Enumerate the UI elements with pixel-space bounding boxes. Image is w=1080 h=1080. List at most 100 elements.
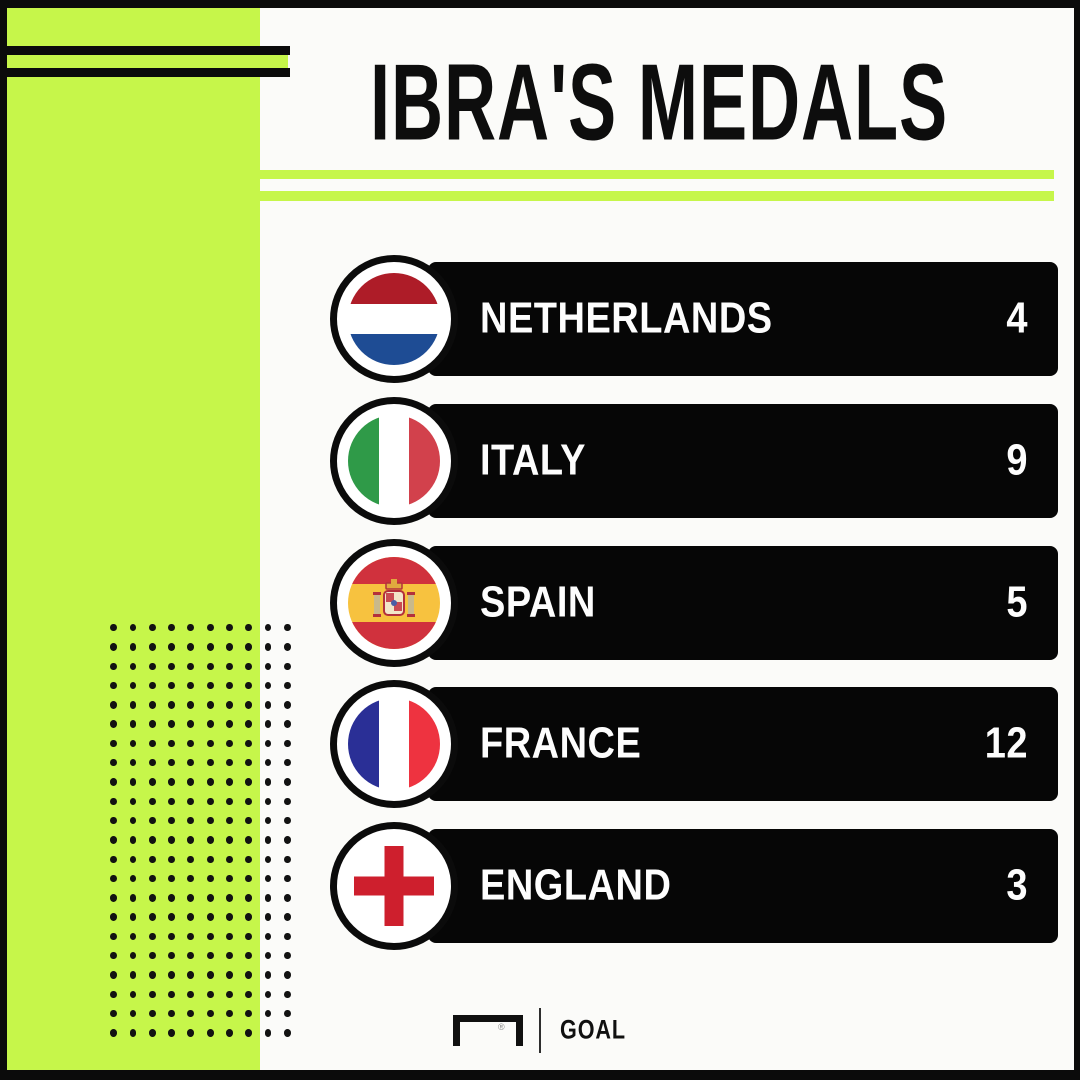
- dot: [200, 811, 219, 830]
- dot: [123, 676, 142, 695]
- dot: [104, 927, 123, 946]
- dot: [258, 830, 277, 849]
- dot: [162, 1004, 181, 1023]
- dot: [278, 888, 297, 907]
- dot: [162, 869, 181, 888]
- dot: [220, 618, 239, 637]
- dot: [181, 985, 200, 1004]
- dot: [278, 869, 297, 888]
- dot: [123, 1023, 142, 1042]
- dot: [181, 1023, 200, 1042]
- dot: [239, 927, 258, 946]
- dot: [162, 734, 181, 753]
- dot: [220, 830, 239, 849]
- dot: [258, 676, 277, 695]
- dot: [220, 772, 239, 791]
- page-title-text: IBRA'S MEDALS: [370, 41, 948, 163]
- dot: [143, 965, 162, 984]
- dot: [104, 811, 123, 830]
- dot: [200, 830, 219, 849]
- dot: [278, 850, 297, 869]
- dot: [239, 753, 258, 772]
- title-underline-1: [256, 170, 1054, 179]
- top-border-bar: [0, 0, 1080, 8]
- dot: [181, 850, 200, 869]
- dot: [143, 985, 162, 1004]
- dot: [220, 907, 239, 926]
- dot: [143, 753, 162, 772]
- dot: [162, 753, 181, 772]
- medal-row: ITALY 9: [330, 397, 1058, 525]
- dot: [162, 888, 181, 907]
- dot: [220, 637, 239, 656]
- dot: [162, 714, 181, 733]
- dot: [200, 714, 219, 733]
- dot: [123, 830, 142, 849]
- dot: [104, 714, 123, 733]
- header-stripe-1: [0, 46, 290, 55]
- dot: [258, 714, 277, 733]
- dot: [143, 927, 162, 946]
- dot: [200, 946, 219, 965]
- dot: [143, 772, 162, 791]
- dot: [123, 695, 142, 714]
- dot: [143, 792, 162, 811]
- dot: [220, 714, 239, 733]
- dot: [181, 1004, 200, 1023]
- dot: [162, 618, 181, 637]
- dot: [258, 1023, 277, 1042]
- dot: [143, 1004, 162, 1023]
- dot: [220, 1004, 239, 1023]
- dot: [162, 965, 181, 984]
- header-stripe-2: [0, 68, 290, 77]
- dot: [162, 637, 181, 656]
- dot: [220, 927, 239, 946]
- dot: [258, 946, 277, 965]
- dot: [220, 965, 239, 984]
- dot: [104, 695, 123, 714]
- dot: [181, 618, 200, 637]
- dot: [104, 907, 123, 926]
- dot: [143, 734, 162, 753]
- dot: [123, 637, 142, 656]
- dot: [181, 888, 200, 907]
- medal-count: 5: [1006, 578, 1028, 627]
- dot: [278, 1023, 297, 1042]
- dot: [200, 676, 219, 695]
- dot: [123, 618, 142, 637]
- dot: [123, 850, 142, 869]
- dot: [162, 676, 181, 695]
- dot: [278, 772, 297, 791]
- dot: [104, 734, 123, 753]
- medal-row: ENGLAND 3: [330, 822, 1058, 950]
- dot: [104, 772, 123, 791]
- dot: [200, 1023, 219, 1042]
- dot: [258, 888, 277, 907]
- dot: [162, 927, 181, 946]
- dot: [278, 753, 297, 772]
- dot: [200, 907, 219, 926]
- dot: [123, 714, 142, 733]
- dot: [278, 811, 297, 830]
- dot: [239, 734, 258, 753]
- dot: [239, 946, 258, 965]
- dot: [239, 888, 258, 907]
- dot: [239, 618, 258, 637]
- left-border-bar: [0, 0, 7, 1080]
- dot: [278, 637, 297, 656]
- dot: [123, 1004, 142, 1023]
- dot: [123, 734, 142, 753]
- dot: [278, 657, 297, 676]
- dot: [278, 714, 297, 733]
- netherlands-flag-icon: [330, 255, 458, 383]
- medal-row-bar: FRANCE 12: [428, 687, 1058, 801]
- dot: [258, 869, 277, 888]
- medal-count: 4: [1006, 294, 1028, 343]
- dot: [123, 811, 142, 830]
- dot: [162, 907, 181, 926]
- dot: [143, 657, 162, 676]
- dot: [181, 946, 200, 965]
- dot: [123, 985, 142, 1004]
- dot: [104, 792, 123, 811]
- dot: [200, 772, 219, 791]
